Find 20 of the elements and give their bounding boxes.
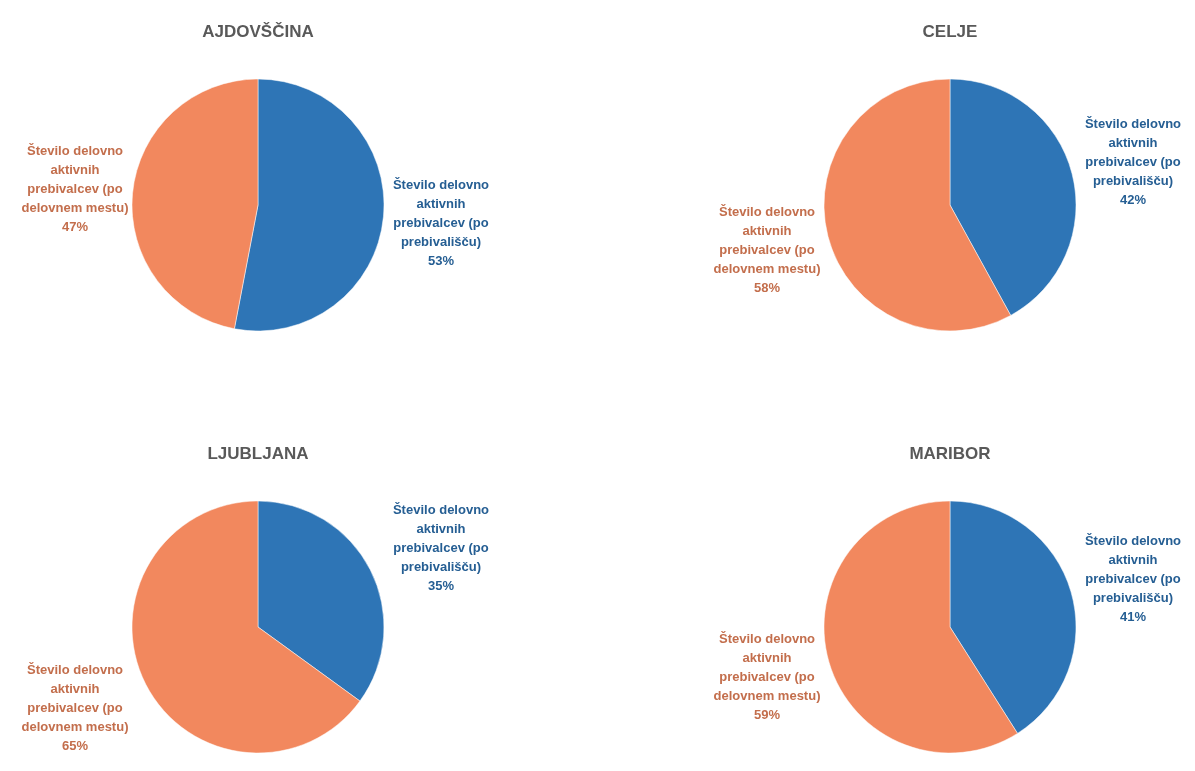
data-label: 47%: [61, 219, 89, 235]
chart-title: MARIBOR: [909, 444, 991, 463]
slice-label: Število delovno aktivnih prebivalcev (po delovnem mestu): [21, 143, 129, 216]
data-label: 35%: [427, 578, 455, 594]
slice-label: Število delovno aktivnih prebivalcev (po prebivališču): [1084, 532, 1182, 605]
slice-label: Število delovno aktivnih prebivalcev (po prebivališču): [392, 176, 490, 249]
data-label: 53%: [427, 252, 455, 268]
data-label: 42%: [1119, 192, 1147, 208]
slice-label: Število delovno aktivnih prebivalcev (po prebivališču): [1084, 116, 1182, 189]
slice-label: Število delovno aktivnih prebivalcev (po prebivališču): [392, 502, 490, 575]
slice-label: Število delovno aktivnih prebivalcev (po delovnem mestu): [21, 661, 129, 734]
slice-label: Število delovno aktivnih prebivalcev (po delovnem mestu): [713, 203, 821, 276]
chart-title: AJDOVŠČINA: [202, 22, 314, 41]
chart-title: CELJE: [922, 22, 978, 41]
data-label: 59%: [753, 707, 781, 723]
data-label: 58%: [753, 279, 781, 295]
data-label: 65%: [61, 737, 89, 753]
data-label: 41%: [1119, 608, 1147, 624]
chart-title: LJUBLJANA: [207, 444, 309, 463]
slice-label: Število delovno aktivnih prebivalcev (po delovnem mestu): [713, 631, 821, 704]
